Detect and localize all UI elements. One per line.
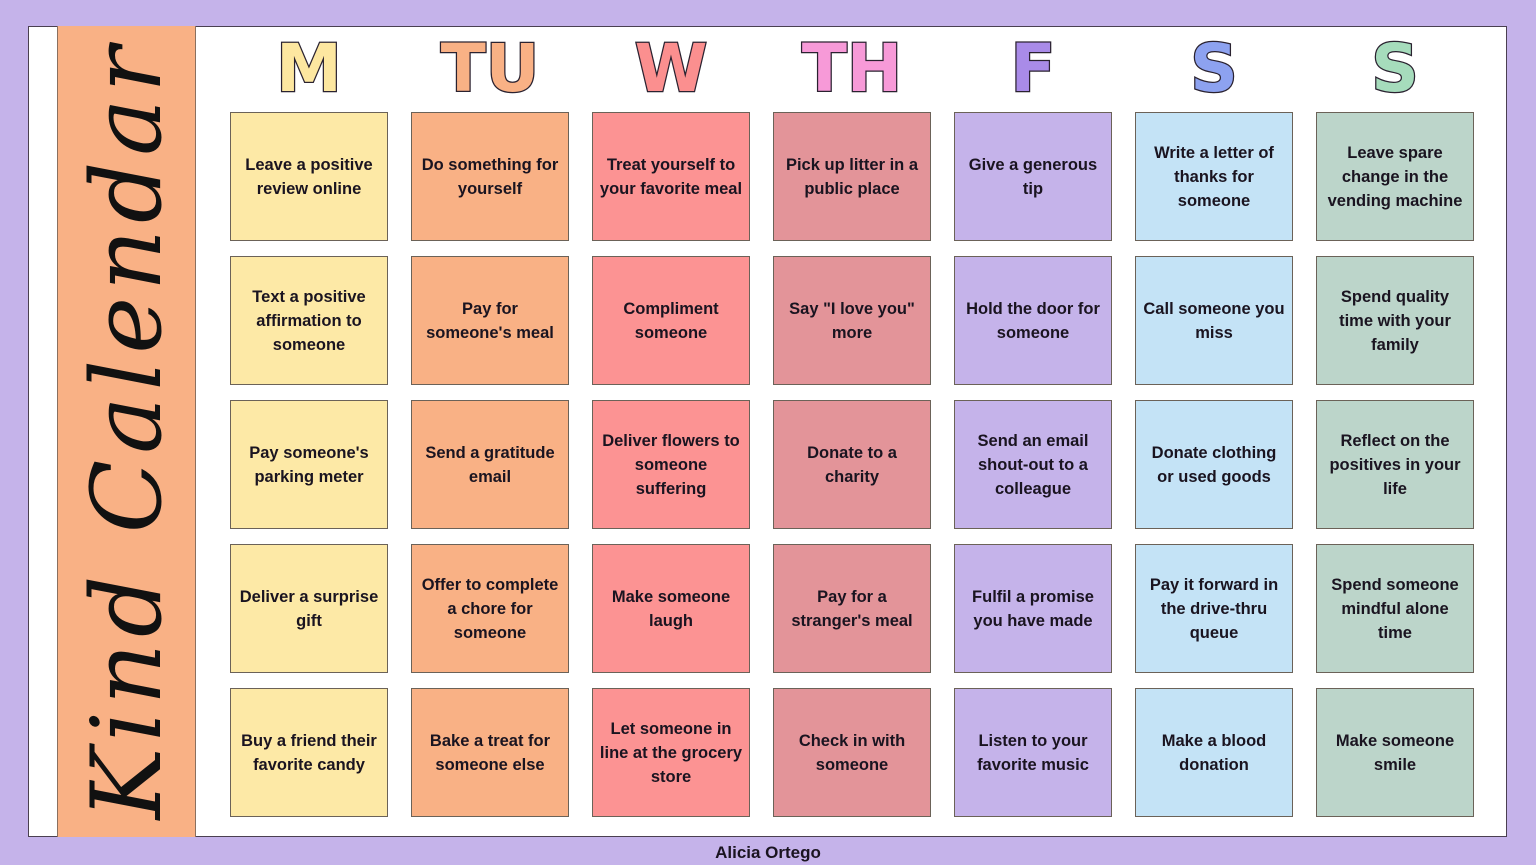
kindness-card: Fulfil a promise you have made	[954, 544, 1112, 673]
kindness-card: Compliment someone	[592, 256, 750, 385]
kindness-card-text: Pay for someone's meal	[426, 299, 554, 342]
kindness-card: Pay someone's parking meter	[230, 400, 388, 529]
kindness-card: Deliver flowers to someone suffering	[592, 400, 750, 529]
kindness-card-text: Do something for yourself	[421, 155, 559, 198]
kindness-card: Offer to complete a chore for someone	[411, 544, 569, 673]
kindness-card: Reflect on the positives in your life	[1316, 400, 1474, 529]
kindness-card-text: Offer to complete a chore for someone	[421, 575, 559, 642]
kindness-card: Write a letter of thanks for someone	[1135, 112, 1293, 241]
kindness-card-text: Make a blood donation	[1161, 731, 1267, 774]
kindness-card-text: Bake a treat for someone else	[429, 731, 551, 774]
kindness-card-text: Make someone laugh	[611, 587, 731, 630]
kindness-card: Pay it forward in the drive-thru queue	[1135, 544, 1293, 673]
kindness-card: Give a generous tip	[954, 112, 1112, 241]
kindness-card: Call someone you miss	[1135, 256, 1293, 385]
kindness-card: Pay for someone's meal	[411, 256, 569, 385]
kindness-card-text: Treat yourself to your favorite meal	[599, 155, 743, 198]
kindness-card-text: Deliver flowers to someone suffering	[602, 431, 740, 498]
kindness-card: Deliver a surprise gift	[230, 544, 388, 673]
day-header-5: S	[1189, 30, 1239, 107]
day-header-3: TH	[801, 30, 904, 107]
kindness-card: Text a positive affirmation to someone	[230, 256, 388, 385]
kindness-card-text: Hold the door for someone	[966, 299, 1100, 342]
kindness-card: Make someone laugh	[592, 544, 750, 673]
kindness-card: Let someone in line at the grocery store	[592, 688, 750, 817]
kindness-card-text: Send an email shout-out to a colleague	[977, 431, 1089, 498]
kindness-card-text: Spend someone mindful alone time	[1331, 575, 1459, 642]
kindness-card-text: Text a positive affirmation to someone	[252, 287, 366, 354]
day-header-6: S	[1370, 30, 1420, 107]
kindness-card: Leave a positive review online	[230, 112, 388, 241]
kindness-card-text: Donate to a charity	[807, 443, 897, 486]
kindness-card-text: Leave spare change in the vending machin…	[1327, 143, 1463, 210]
kindness-card: Pay for a stranger's meal	[773, 544, 931, 673]
kindness-card: Bake a treat for someone else	[411, 688, 569, 817]
kindness-card-text: Pay someone's parking meter	[249, 443, 369, 486]
kindness-card-text: Pay it forward in the drive-thru queue	[1149, 575, 1279, 642]
kindness-card-text: Write a letter of thanks for someone	[1154, 143, 1274, 210]
kindness-card: Say "I love you" more	[773, 256, 931, 385]
kindness-card-text: Reflect on the positives in your life	[1329, 431, 1461, 498]
title-strip	[57, 26, 196, 837]
kindness-card-text: Listen to your favorite music	[977, 731, 1089, 774]
kindness-card: Make someone smile	[1316, 688, 1474, 817]
day-header-0: M	[275, 30, 343, 107]
kindness-card-text: Compliment someone	[623, 299, 719, 342]
kindness-card: Treat yourself to your favorite meal	[592, 112, 750, 241]
kindness-card-text: Fulfil a promise you have made	[972, 587, 1094, 630]
kindness-card-text: Check in with someone	[798, 731, 906, 774]
kindness-card-text: Let someone in line at the grocery store	[599, 719, 743, 786]
kindness-card-text: Pick up litter in a public place	[785, 155, 919, 198]
kindness-card: Send a gratitude email	[411, 400, 569, 529]
kindness-card: Donate to a charity	[773, 400, 931, 529]
kindness-card-text: Leave a positive review online	[245, 155, 373, 198]
kindness-card-text: Buy a friend their favorite candy	[241, 731, 377, 774]
kindness-card: Spend quality time with your family	[1316, 256, 1474, 385]
author-credit: Alicia Ortego	[715, 843, 821, 862]
kindness-card: Hold the door for someone	[954, 256, 1112, 385]
day-header-4: F	[1009, 30, 1057, 107]
kindness-card: Pick up litter in a public place	[773, 112, 931, 241]
kindness-card-text: Donate clothing or used goods	[1151, 443, 1277, 486]
kindness-card-text: Call someone you miss	[1143, 299, 1285, 342]
kindness-card: Do something for yourself	[411, 112, 569, 241]
kindness-card-text: Deliver a surprise gift	[239, 587, 379, 630]
kindness-card-text: Pay for a stranger's meal	[791, 587, 913, 630]
kindness-card-text: Send a gratitude email	[425, 443, 555, 486]
kindness-card: Buy a friend their favorite candy	[230, 688, 388, 817]
calendar-title: Kind Calendar	[71, 40, 183, 820]
kindness-card-text: Spend quality time with your family	[1339, 287, 1451, 354]
day-header-2: W	[633, 30, 708, 107]
kindness-card: Check in with someone	[773, 688, 931, 817]
kindness-card: Make a blood donation	[1135, 688, 1293, 817]
day-header-1: TU	[439, 30, 540, 107]
kindness-card-text: Make someone smile	[1335, 731, 1455, 774]
kindness-card: Leave spare change in the vending machin…	[1316, 112, 1474, 241]
kindness-card: Donate clothing or used goods	[1135, 400, 1293, 529]
kindness-card-text: Give a generous tip	[968, 155, 1098, 198]
kindness-card-text: Say "I love you" more	[789, 299, 915, 342]
kindness-card: Spend someone mindful alone time	[1316, 544, 1474, 673]
kindness-card: Send an email shout-out to a colleague	[954, 400, 1112, 529]
kindness-card: Listen to your favorite music	[954, 688, 1112, 817]
